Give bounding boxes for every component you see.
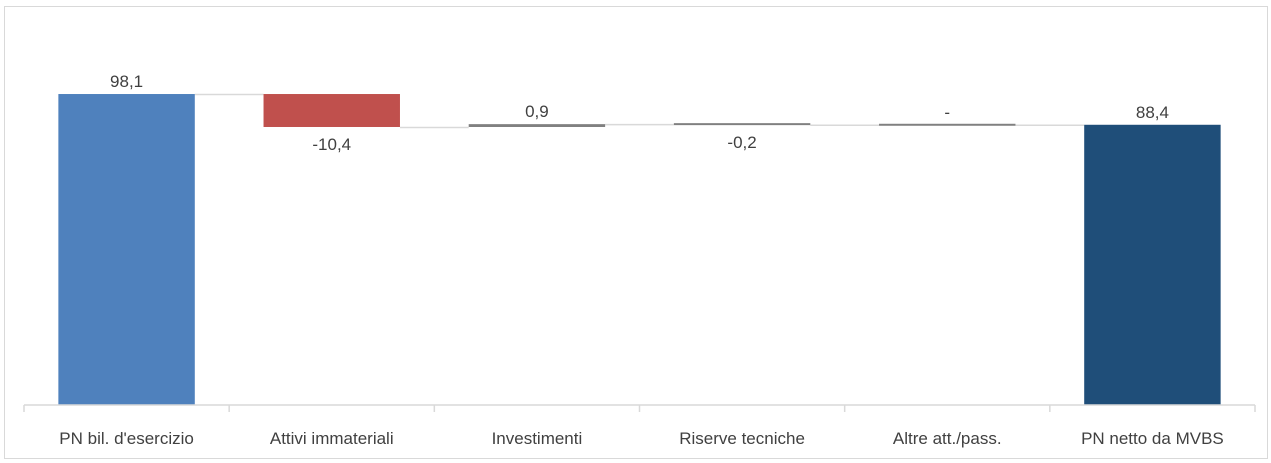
x-tick-label: Attivi immateriali (270, 429, 394, 448)
bar (58, 94, 195, 405)
x-tick-label: Altre att./pass. (893, 429, 1002, 448)
data-label: 98,1 (110, 72, 143, 91)
bar (468, 124, 606, 127)
data-label: -10,4 (312, 135, 351, 154)
bar (1084, 124, 1221, 405)
data-label: 88,4 (1136, 103, 1169, 122)
x-tick-label: PN netto da MVBS (1081, 429, 1224, 448)
data-label: 0,9 (525, 102, 549, 121)
bar (673, 123, 811, 126)
x-tick-label: PN bil. d'esercizio (59, 429, 194, 448)
chart-area (4, 6, 1268, 459)
bar (263, 94, 400, 127)
data-label: - (944, 103, 950, 122)
data-label: -0,2 (727, 133, 756, 152)
x-tick-label: Investimenti (492, 429, 583, 448)
x-tick-label: Riserve tecniche (679, 429, 805, 448)
bar (879, 123, 1016, 126)
